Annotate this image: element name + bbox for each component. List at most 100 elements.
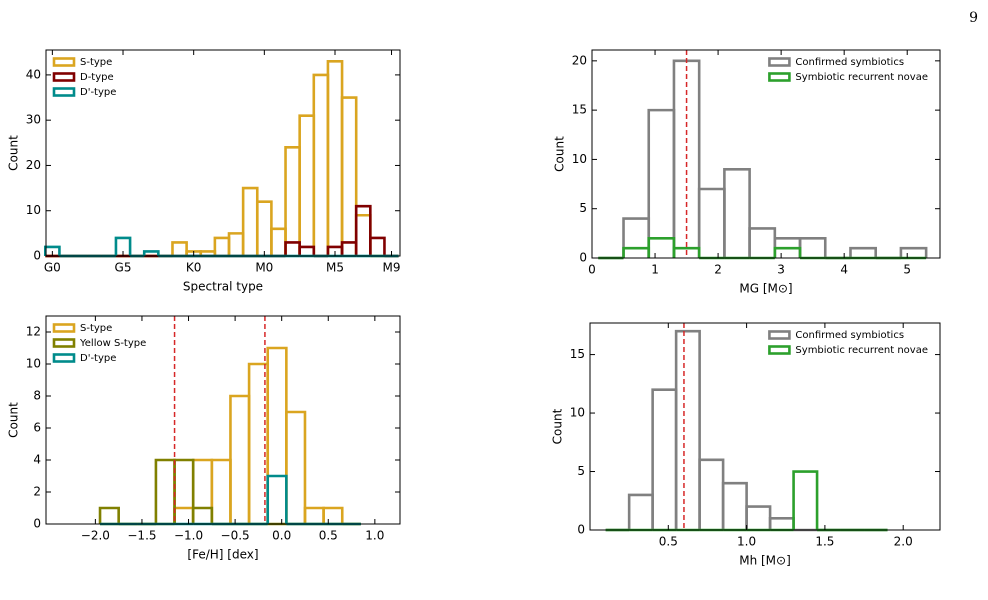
x-tick-label: −1.0 — [174, 529, 203, 543]
y-tick-label: 0 — [33, 249, 41, 263]
axes-frame — [591, 49, 941, 259]
histogram-step — [354, 213, 372, 256]
y-tick-label: 5 — [577, 464, 585, 478]
x-tick-label: 1 — [651, 263, 659, 277]
y-axis-label: Count — [553, 136, 567, 172]
histogram-step — [798, 236, 827, 258]
histogram-step — [312, 73, 330, 256]
legend: S-type D-type D'-type — [52, 57, 116, 98]
legend-swatch — [52, 87, 76, 97]
legend-label: S-type — [80, 323, 112, 334]
legend-label: Confirmed symbiotics — [795, 57, 904, 68]
x-tick-label: G0 — [44, 261, 61, 275]
histogram-step — [210, 458, 232, 524]
x-tick-label: 2 — [714, 263, 722, 277]
legend-label: Yellow S-type — [79, 338, 146, 349]
page-number: 9 — [969, 10, 978, 26]
histogram-step — [298, 245, 316, 256]
histogram-step — [173, 506, 195, 524]
histogram-step — [748, 227, 777, 258]
y-tick-label: 10 — [26, 203, 41, 217]
legend-swatch — [52, 57, 76, 67]
legend-label: Confirmed symbiotics — [795, 330, 904, 341]
x-tick-label: G5 — [115, 261, 132, 275]
histogram-step — [298, 114, 316, 256]
x-tick-label: 1.5 — [815, 535, 834, 549]
legend: Confirmed symbiotics Symbiotic recurrent … — [768, 57, 928, 83]
y-axis-label: Count — [7, 135, 21, 171]
histogram-step — [270, 227, 287, 256]
legend-swatch — [768, 345, 791, 355]
histogram-step — [340, 96, 358, 256]
histogram-step — [622, 217, 651, 258]
histogram-step — [191, 458, 214, 524]
x-axis-label: Spectral type — [183, 280, 263, 294]
y-tick-label: 12 — [26, 325, 41, 339]
histogram-step — [284, 241, 301, 256]
y-axis-label: Count — [551, 408, 565, 444]
x-tick-label: 5 — [903, 263, 911, 277]
histogram-step — [651, 388, 678, 530]
y-tick-label: 10 — [26, 357, 41, 371]
x-tick-label: M9 — [383, 261, 401, 275]
y-tick-label: 2 — [33, 485, 41, 499]
legend-label: Symbiotic recurrent novae — [795, 72, 928, 83]
y-axis-label: Count — [7, 402, 21, 438]
legend-swatch — [768, 57, 791, 67]
histogram-step — [792, 470, 819, 530]
histogram-step — [698, 458, 725, 530]
chart: 0 5 10 15 0.5 1.0 1.5 2.0 Mh [M⊙] Count Confirmed … — [551, 322, 941, 568]
histogram-step — [266, 346, 288, 524]
y-tick-label: 30 — [26, 113, 41, 127]
x-tick-label: −2.0 — [81, 529, 110, 543]
histogram-step — [723, 167, 751, 258]
histogram-step — [171, 241, 188, 256]
y-tick-label: 0 — [577, 523, 585, 537]
legend: Confirmed symbiotics Symbiotic recurrent … — [768, 330, 928, 356]
y-tick-label: 5 — [579, 201, 587, 215]
y-tick-label: 40 — [26, 67, 41, 81]
x-axis-label: [Fe/H] [dex] — [187, 548, 258, 562]
histogram-step — [627, 493, 654, 530]
histogram-step — [213, 236, 231, 256]
y-tick-label: 10 — [570, 406, 585, 420]
histogram-step — [285, 410, 307, 524]
histogram-step — [773, 246, 802, 258]
histogram-step — [745, 505, 772, 530]
x-tick-label: 1.0 — [737, 535, 756, 549]
x-axis-label: Mh [M⊙] — [739, 554, 791, 568]
histogram-step — [241, 186, 259, 256]
x-tick-label: −0.5 — [221, 529, 250, 543]
legend-swatch — [52, 338, 76, 348]
histogram-step — [369, 236, 386, 256]
histogram-step — [114, 236, 132, 256]
histogram-step — [284, 146, 301, 256]
histogram-step — [173, 458, 195, 524]
y-tick-label: 20 — [572, 53, 587, 67]
y-tick-label: 0 — [33, 517, 41, 531]
legend-swatch — [52, 72, 76, 82]
axes-frame — [589, 322, 941, 531]
x-tick-label: 0.5 — [319, 529, 338, 543]
x-tick-label: 3 — [777, 263, 785, 277]
legend-label: D-type — [80, 72, 114, 83]
chart: 0 10 20 30 40 G0 G5 K0 M0 M5 M9 Spectral type Count S… — [7, 49, 401, 294]
histogram-step — [191, 506, 214, 524]
x-tick-label: M0 — [255, 261, 273, 275]
x-tick-label: −1.5 — [127, 529, 156, 543]
histogram-step — [721, 481, 748, 530]
histogram-step — [322, 506, 344, 524]
y-tick-label: 10 — [572, 152, 587, 166]
chart: 0 5 10 15 20 0 1 2 3 4 5 MG [M⊙] Count Confirmed symb… — [553, 49, 941, 296]
y-tick-label: 0 — [579, 251, 587, 265]
histogram-step — [255, 200, 273, 256]
axes-frame — [45, 49, 401, 257]
x-tick-label: 4 — [840, 263, 848, 277]
histogram-step — [303, 506, 325, 524]
x-tick-label: K0 — [186, 261, 202, 275]
chart: 0 2 4 6 8 10 12 −2.0 −1.5 −1.0 −0.5 0.0 0.5 1.0 [Fe/H]… — [7, 315, 401, 562]
y-tick-label: 4 — [33, 453, 41, 467]
histogram-step — [899, 246, 928, 258]
y-tick-label: 6 — [33, 421, 41, 435]
